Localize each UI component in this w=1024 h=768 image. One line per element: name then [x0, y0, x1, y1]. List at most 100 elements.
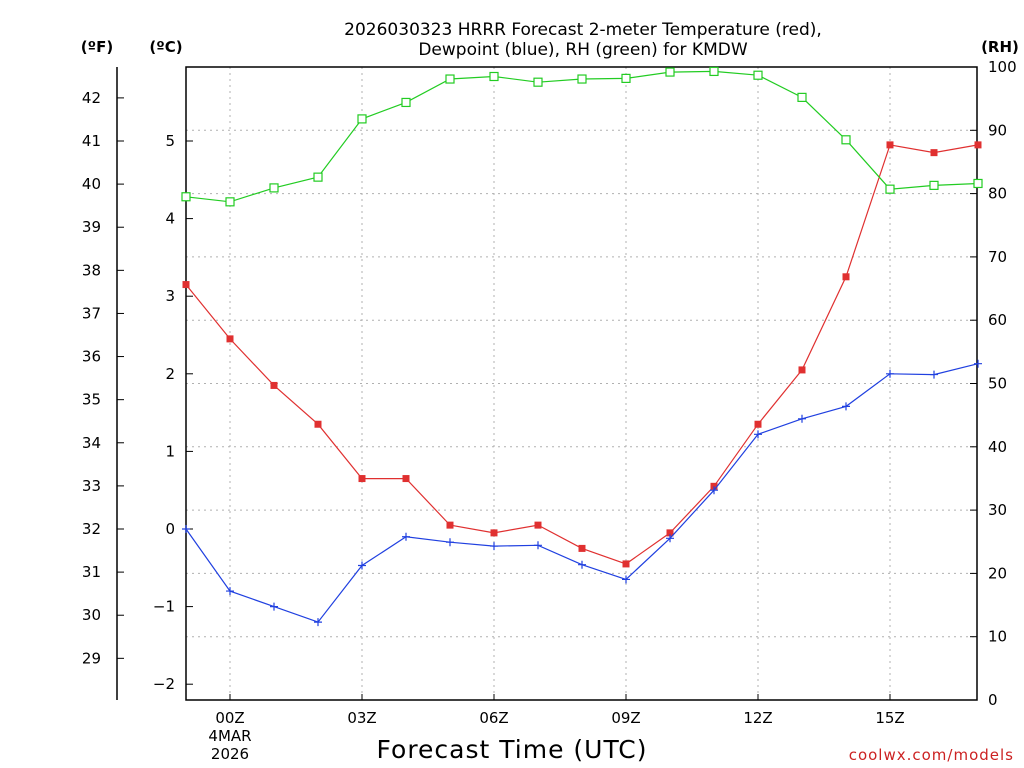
fahrenheit-tick-label: 32 — [82, 520, 101, 538]
fahrenheit-tick-label: 34 — [82, 434, 101, 452]
temperature-point — [578, 544, 586, 552]
x-date-label-year: 2026 — [211, 745, 249, 763]
rh-point — [181, 192, 191, 202]
rh-unit-label: (RH) — [981, 38, 1019, 56]
rh-tick-label: 30 — [988, 501, 1007, 519]
fahrenheit-tick-label: 31 — [82, 563, 101, 581]
temperature-point — [534, 521, 542, 529]
temperature-point — [402, 475, 410, 483]
rh-point — [225, 197, 235, 207]
fahrenheit-tick-label: 40 — [82, 175, 101, 193]
temperature-point — [446, 521, 454, 529]
rh-tick-label: 100 — [988, 58, 1017, 76]
fahrenheit-tick-label: 30 — [82, 606, 101, 624]
temperature-point — [358, 475, 366, 483]
rh-point — [533, 77, 543, 87]
rh-point — [753, 70, 763, 80]
credit-label: coolwx.com/models — [849, 746, 1014, 764]
dewpoint-point — [666, 534, 674, 543]
fahrenheit-tick-label: 39 — [82, 218, 101, 236]
temperature-point — [490, 529, 498, 537]
dewpoint-point — [226, 587, 234, 596]
rh-tick-label: 70 — [988, 248, 1007, 266]
dewpoint-point — [358, 561, 366, 570]
rh-tick-label: 40 — [988, 438, 1007, 456]
x-tick-label: 12Z — [743, 709, 772, 727]
temperature-point — [226, 335, 234, 343]
celsius-unit-label: (ºC) — [149, 38, 182, 56]
temperature-point — [666, 529, 674, 537]
x-tick-label: 09Z — [611, 709, 640, 727]
x-tick-label: 00Z — [215, 709, 244, 727]
rh-point — [313, 172, 323, 182]
celsius-tick-label: 3 — [165, 287, 175, 305]
dewpoint-point — [622, 575, 630, 584]
temperature-point — [270, 381, 278, 389]
rh-point — [885, 184, 895, 194]
dewpoint-point — [490, 542, 498, 551]
dewpoint-point — [534, 541, 542, 550]
rh-point — [621, 73, 631, 83]
rh-point — [973, 178, 983, 189]
rh-point — [709, 66, 719, 77]
rh-tick-label: 60 — [988, 311, 1007, 329]
celsius-tick-label: 2 — [165, 365, 175, 383]
fahrenheit-tick-label: 37 — [82, 304, 101, 322]
celsius-tick-label: −1 — [153, 598, 175, 616]
chart-title-line1: 2026030323 HRRR Forecast 2-meter Tempera… — [344, 20, 822, 40]
rh-point — [357, 114, 367, 124]
dewpoint-point — [314, 618, 322, 627]
fahrenheit-tick-label: 33 — [82, 477, 101, 495]
fahrenheit-tick-label: 35 — [82, 391, 101, 409]
axes: 4241403938373635343332313029543210−1−210… — [82, 58, 1017, 727]
series-group — [181, 66, 983, 627]
rh-point — [797, 92, 807, 102]
x-tick-label: 15Z — [875, 709, 904, 727]
dewpoint-point — [446, 538, 454, 547]
temperature-point — [886, 141, 894, 149]
rh-point — [401, 97, 411, 108]
fahrenheit-tick-label: 38 — [82, 261, 101, 279]
dewpoint-point — [974, 359, 982, 368]
chart-title-line2: Dewpoint (blue), RH (green) for KMDW — [418, 40, 747, 60]
temperature-point — [754, 420, 762, 428]
dewpoint-point — [182, 525, 190, 533]
dewpoint-point — [578, 560, 586, 569]
rh-tick-label: 90 — [988, 121, 1007, 139]
rh-point — [929, 180, 939, 190]
temperature-point — [314, 420, 322, 428]
temperature-point — [182, 281, 190, 289]
rh-tick-label: 20 — [988, 564, 1007, 582]
fahrenheit-tick-label: 29 — [82, 649, 101, 667]
celsius-tick-label: 4 — [165, 210, 175, 228]
rh-point — [577, 74, 587, 84]
fahrenheit-tick-label: 42 — [82, 89, 101, 107]
dewpoint-point — [930, 370, 938, 379]
rh-point — [269, 183, 279, 193]
celsius-tick-label: −2 — [153, 675, 175, 693]
temperature-point — [974, 141, 982, 149]
x-axis-title: Forecast Time (UTC) — [377, 735, 648, 764]
temperature-point — [930, 149, 938, 157]
dewpoint-point — [886, 369, 894, 378]
dewpoint-point — [710, 486, 718, 495]
rh-tick-label: 50 — [988, 375, 1007, 393]
temperature-point — [798, 366, 806, 374]
temperature-point — [842, 273, 850, 281]
x-date-label-month: 4MAR — [208, 727, 251, 745]
rh-tick-label: 0 — [988, 691, 998, 709]
celsius-tick-label: 0 — [165, 520, 175, 538]
rh-point — [489, 71, 499, 82]
rh-tick-label: 10 — [988, 628, 1007, 646]
fahrenheit-unit-label: (ºF) — [81, 38, 113, 56]
rh-point — [665, 67, 675, 77]
rh-point — [445, 74, 455, 84]
dewpoint-point — [842, 402, 850, 411]
dewpoint-point — [402, 532, 410, 541]
temperature-point — [622, 560, 630, 568]
rh-point — [841, 135, 851, 145]
dewpoint-point — [754, 430, 762, 439]
dewpoint-point — [270, 602, 278, 611]
rh-tick-label: 80 — [988, 185, 1007, 203]
